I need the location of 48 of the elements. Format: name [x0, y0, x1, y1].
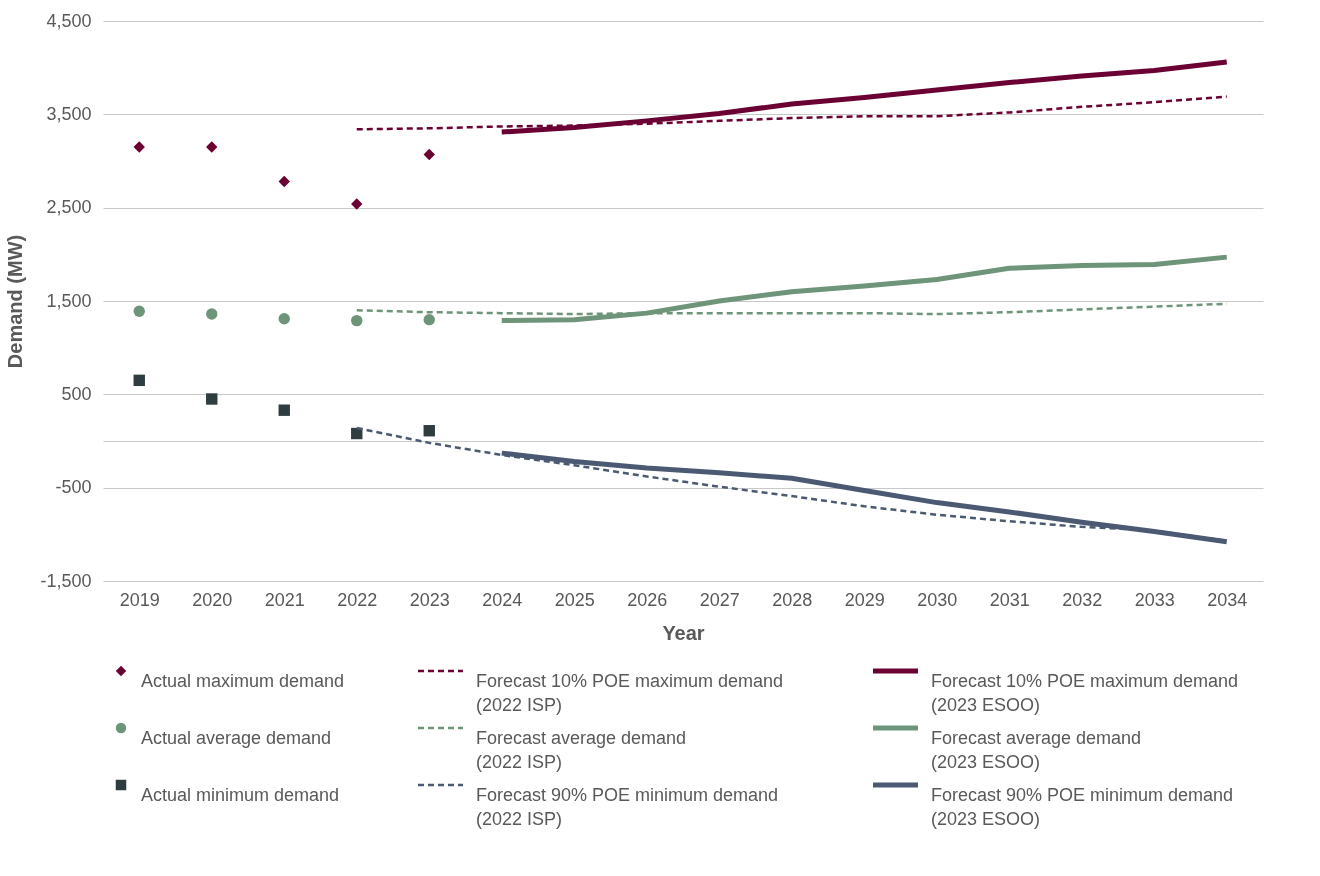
legend-label: Actual minimum demand — [141, 785, 340, 805]
point — [278, 175, 290, 188]
x-tick-label: 2029 — [844, 589, 885, 610]
point — [133, 305, 145, 317]
legend-label: Forecast average demand (2023 ESOO) — [931, 728, 1142, 772]
x-tick-label: 2034 — [1207, 589, 1248, 610]
y-tick-label: -1,500 — [40, 570, 92, 591]
y-axis-title: Demand (MW) — [4, 234, 27, 369]
x-tick-label: 2020 — [192, 589, 233, 610]
y-tick-label: 2,500 — [46, 197, 92, 218]
legend-label: Forecast 10% POE maximum demand (2022 ISP) — [476, 671, 784, 715]
legend-label: Forecast 90% POE minimum demand (2022 ISP) — [476, 785, 779, 829]
x-tick-label: 2033 — [1134, 589, 1175, 610]
y-tick-label: 4,500 — [46, 10, 92, 31]
point — [423, 148, 435, 161]
y-tick-label: 500 — [61, 383, 92, 404]
x-tick-label: 2031 — [989, 589, 1030, 610]
x-tick-label: 2032 — [1062, 589, 1103, 610]
x-tick-label: 2022 — [337, 589, 378, 610]
point — [206, 141, 218, 153]
x-tick-label: 2026 — [627, 589, 668, 610]
legend-label: Forecast average demand (2022 ISP) — [476, 728, 687, 772]
x-tick-label: 2024 — [482, 589, 523, 610]
y-tick-label: 3,500 — [46, 103, 92, 124]
point — [423, 313, 435, 326]
point — [351, 198, 363, 210]
legend-label: Forecast 90% POE minimum demand (2023 ESOO) — [931, 785, 1234, 829]
y-tick-label: -500 — [55, 477, 92, 498]
x-axis-title: Year — [662, 621, 705, 644]
point — [133, 374, 145, 387]
point — [133, 141, 145, 153]
x-tick-label: 2023 — [409, 589, 450, 610]
x-tick-label: 2021 — [264, 589, 305, 610]
legend-label: Actual maximum demand — [141, 671, 345, 691]
x-tick-label: 2027 — [699, 589, 740, 610]
point — [423, 425, 435, 437]
point — [278, 313, 290, 325]
y-tick-label: 1,500 — [46, 290, 92, 311]
legend-label: Forecast 10% POE maximum demand (2023 ESOO) — [931, 671, 1239, 715]
x-tick-label: 2019 — [119, 589, 160, 610]
x-tick-label: 2028 — [772, 589, 813, 610]
point — [278, 404, 290, 416]
x-tick-label: 2025 — [554, 589, 595, 610]
x-tick-label: 2030 — [917, 589, 958, 610]
point — [351, 314, 363, 327]
point — [206, 308, 218, 320]
legend-label: Actual average demand — [141, 728, 332, 748]
point — [206, 393, 218, 405]
